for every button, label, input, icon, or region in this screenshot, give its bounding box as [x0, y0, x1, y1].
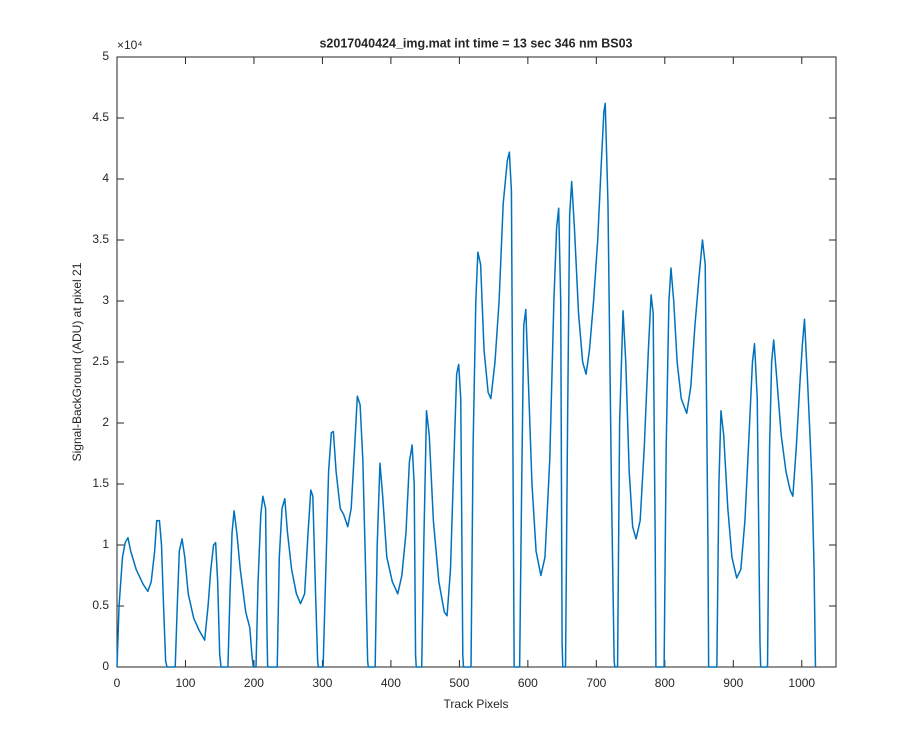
x-tick-label: 1000: [788, 676, 815, 690]
y-tick-label: 4: [102, 171, 109, 185]
x-tick-label: 600: [518, 676, 538, 690]
x-tick-label: 100: [175, 676, 195, 690]
y-tick-label: 3.5: [92, 232, 109, 246]
x-tick-label: 500: [449, 676, 469, 690]
x-tick-label: 200: [244, 676, 264, 690]
chart-title: s2017040424_img.mat int time = 13 sec 34…: [319, 36, 632, 50]
y-tick-label: 5: [102, 49, 109, 63]
x-tick-label: 800: [655, 676, 675, 690]
y-tick-label: 0: [102, 659, 109, 673]
x-tick-label: 900: [723, 676, 743, 690]
x-tick-label: 400: [381, 676, 401, 690]
y-tick-label: 3: [102, 293, 109, 307]
y-tick-label: 2.5: [92, 354, 109, 368]
y-tick-label: 0.5: [92, 598, 109, 612]
x-tick-label: 700: [586, 676, 606, 690]
x-tick-label: 0: [114, 676, 121, 690]
y-tick-label: 1.5: [92, 476, 109, 490]
x-tick-label: 300: [312, 676, 332, 690]
y-tick-label: 1: [102, 537, 109, 551]
y-tick-label: 4.5: [92, 110, 109, 124]
y-axis-label: Signal-BackGround (ADU) at pixel 21: [70, 262, 84, 461]
x-axis-label: Track Pixels: [444, 697, 509, 711]
plot-box: [116, 56, 837, 668]
y-tick-label: 2: [102, 415, 109, 429]
y-exponent: ×10⁴: [117, 38, 143, 52]
data-line: [116, 102, 817, 668]
